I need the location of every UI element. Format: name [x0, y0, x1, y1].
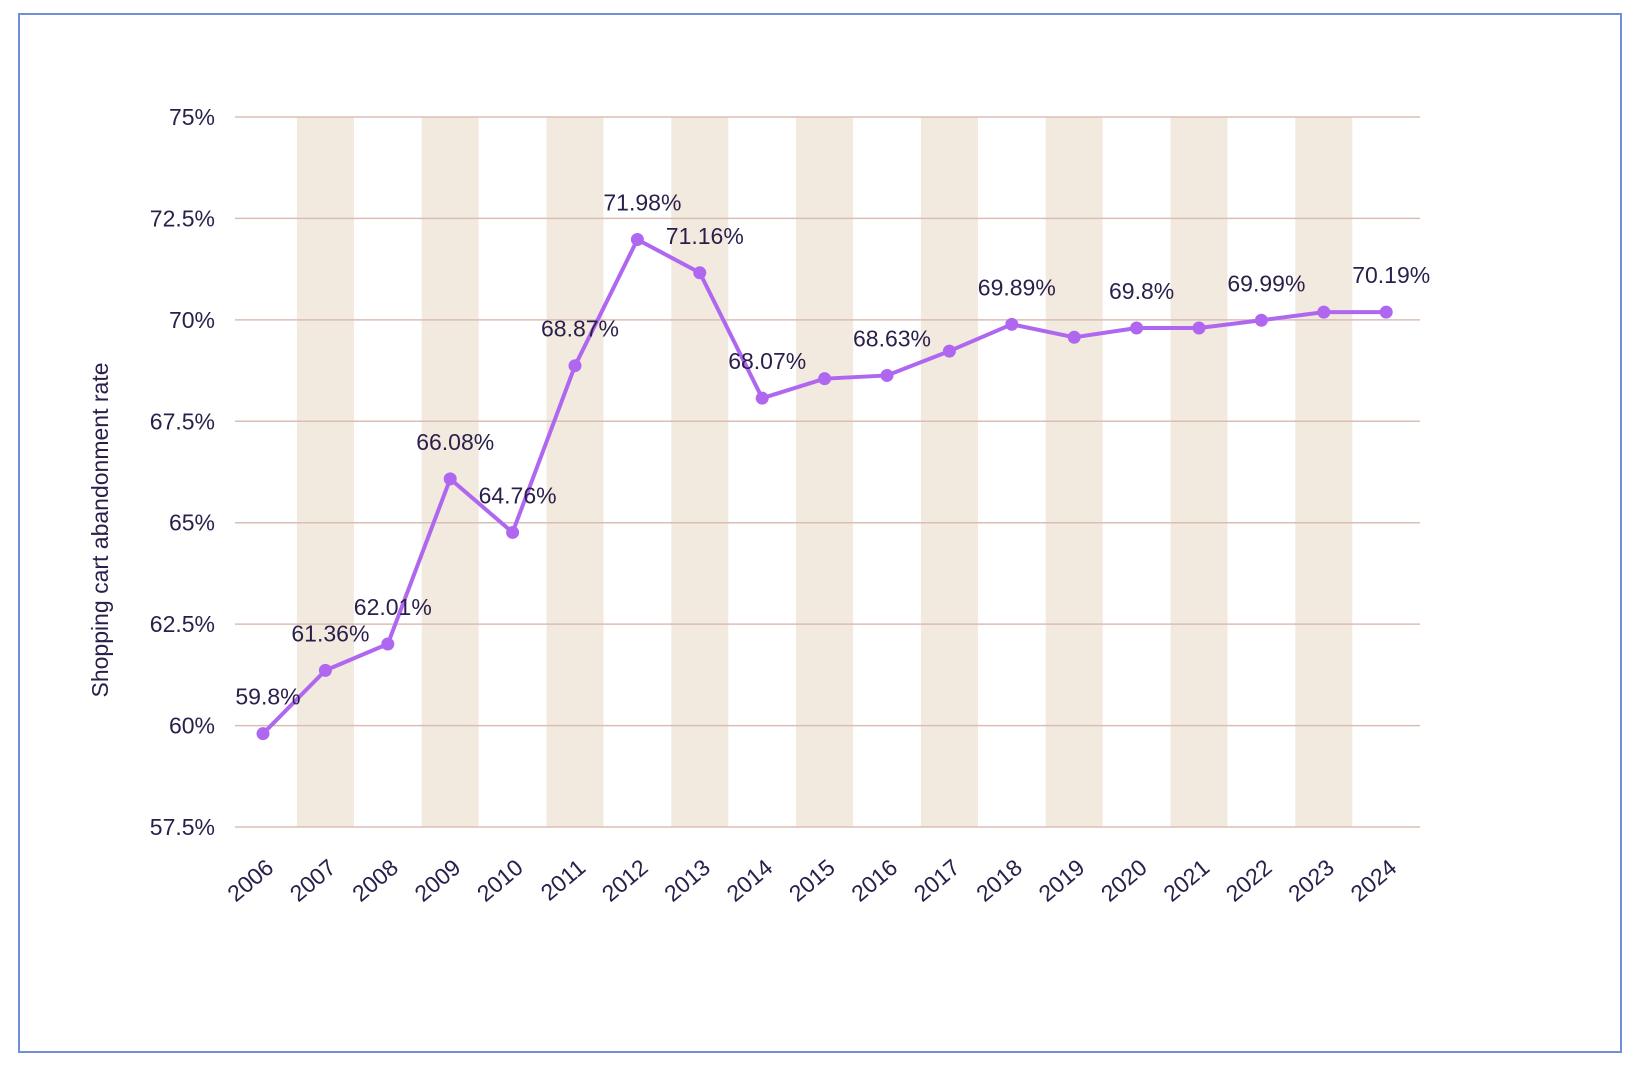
x-tick-label: 2020 — [1096, 854, 1152, 907]
y-tick-label: 62.5% — [150, 611, 215, 637]
data-label: 71.16% — [666, 223, 744, 249]
data-label: 66.08% — [416, 429, 494, 455]
y-tick-label: 65% — [169, 510, 215, 536]
data-point — [755, 391, 769, 405]
data-label: 59.8% — [235, 684, 300, 710]
data-point — [1005, 317, 1019, 331]
x-tick-label: 2024 — [1346, 854, 1402, 907]
data-label: 62.01% — [354, 594, 432, 620]
x-tick-label: 2013 — [659, 854, 715, 907]
data-label: 68.63% — [853, 325, 931, 351]
column-band — [546, 117, 604, 827]
x-tick-label: 2008 — [347, 854, 403, 907]
y-tick-label: 60% — [169, 713, 215, 739]
data-point — [1317, 305, 1331, 319]
y-tick-label: 70% — [169, 307, 215, 333]
x-tick-label: 2019 — [1034, 854, 1090, 907]
column-band — [421, 117, 479, 827]
x-tick-label: 2009 — [410, 854, 466, 907]
data-labels: 59.8% 61.36%62.01% 66.08% 64.76% 68.87% 71.98… — [235, 190, 1430, 710]
data-point — [1254, 313, 1268, 327]
data-point — [318, 663, 332, 677]
data-point — [1379, 305, 1393, 319]
data-label: 64.76% — [479, 482, 557, 508]
x-tick-label: 2012 — [597, 854, 653, 907]
data-label: 69.89% — [978, 274, 1056, 300]
y-gridlines — [235, 116, 1420, 828]
data-label: 69.8% — [1109, 278, 1174, 304]
x-tick-label: 2017 — [909, 854, 965, 907]
data-label: 68.07% — [728, 348, 806, 374]
data-point — [1067, 330, 1081, 344]
x-tick-label: 2016 — [846, 854, 902, 907]
x-axis-tick-labels: 2006 2007 2008 2009 2010 2011 2012 2013 2014 2015… — [222, 854, 1401, 907]
column-band — [1170, 117, 1228, 827]
data-point — [693, 266, 707, 280]
x-tick-label: 2018 — [971, 854, 1027, 907]
alternating-column-bands — [296, 117, 1353, 827]
x-tick-label: 2014 — [722, 854, 778, 907]
series-points — [256, 233, 1393, 741]
data-point — [1192, 321, 1206, 335]
y-tick-label: 67.5% — [150, 408, 215, 434]
y-tick-label: 75% — [169, 104, 215, 130]
x-tick-label: 2022 — [1221, 854, 1277, 907]
x-tick-label: 2015 — [784, 854, 840, 907]
data-point — [818, 372, 832, 386]
x-tick-label: 2007 — [285, 854, 341, 907]
data-point — [506, 525, 520, 539]
data-label: 70.19% — [1352, 262, 1430, 288]
data-label: 68.87% — [541, 316, 619, 342]
column-band — [671, 117, 729, 827]
data-point — [443, 472, 457, 486]
y-axis-tick-labels: 57.5% 60% 62.5% 65% 67.5% 70% 72.5% 75% — [150, 104, 215, 840]
column-band — [296, 117, 354, 827]
data-point — [630, 233, 644, 247]
x-tick-label: 2011 — [536, 854, 591, 906]
y-tick-label: 72.5% — [150, 205, 215, 231]
data-point — [381, 637, 395, 651]
column-band — [1295, 117, 1353, 827]
x-tick-label: 2023 — [1283, 854, 1339, 907]
data-point — [568, 359, 582, 373]
data-label: 61.36% — [291, 620, 369, 646]
x-tick-label: 2006 — [222, 854, 278, 907]
data-point — [880, 368, 894, 382]
column-band — [796, 117, 854, 827]
data-point — [256, 727, 270, 741]
data-point — [942, 344, 956, 358]
column-band — [1045, 117, 1103, 827]
y-axis-title: Shopping cart abandonment rate — [87, 362, 113, 697]
data-label: 69.99% — [1227, 270, 1305, 296]
data-label: 71.98% — [603, 190, 681, 216]
x-tick-label: 2021 — [1158, 854, 1214, 907]
y-tick-label: 57.5% — [150, 814, 215, 840]
data-point — [1130, 321, 1144, 335]
column-band — [920, 117, 978, 827]
x-tick-label: 2010 — [472, 854, 528, 907]
